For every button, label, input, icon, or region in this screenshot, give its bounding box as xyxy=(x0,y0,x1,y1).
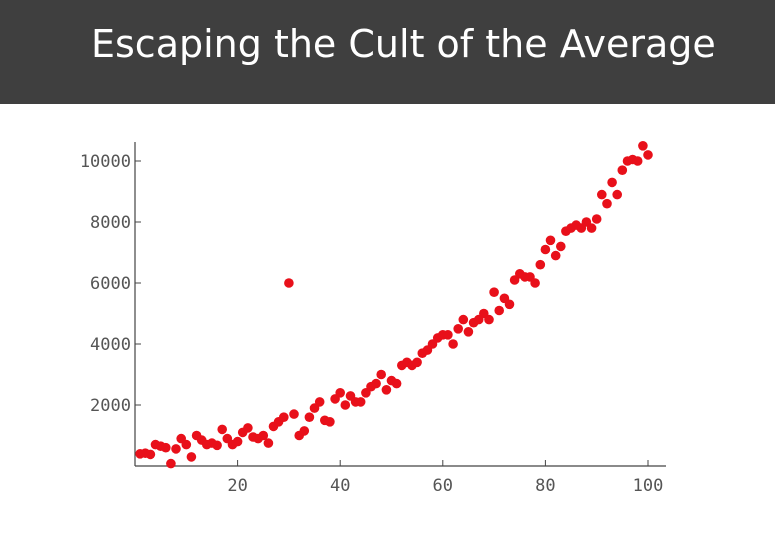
data-point xyxy=(258,430,269,441)
data-point xyxy=(166,458,176,469)
chart-points xyxy=(135,141,653,469)
data-point xyxy=(617,165,628,175)
y-tick-label: 4000 xyxy=(90,335,131,355)
data-point xyxy=(489,287,499,297)
data-point xyxy=(145,449,156,460)
data-point xyxy=(530,278,540,288)
data-point xyxy=(355,397,366,407)
data-point xyxy=(545,235,556,246)
data-point xyxy=(602,198,612,209)
data-point xyxy=(443,330,453,340)
data-point xyxy=(304,412,315,423)
data-point xyxy=(597,189,607,200)
data-point xyxy=(484,314,494,325)
data-point xyxy=(458,314,469,325)
data-point xyxy=(643,150,653,160)
data-point xyxy=(299,426,310,436)
data-point xyxy=(556,241,566,252)
data-point xyxy=(453,324,464,334)
data-point xyxy=(212,440,222,451)
data-point xyxy=(586,223,597,233)
data-point xyxy=(494,305,505,316)
data-point xyxy=(463,327,474,337)
data-point xyxy=(161,442,171,453)
x-tick-label: 40 xyxy=(330,476,350,496)
chart-axes xyxy=(134,142,666,467)
data-point xyxy=(181,439,192,450)
data-point xyxy=(535,259,546,270)
data-point xyxy=(448,339,458,349)
x-tick-label: 20 xyxy=(227,476,247,496)
x-tick-label: 100 xyxy=(633,476,664,496)
data-point xyxy=(335,388,346,398)
y-tick-label: 10000 xyxy=(80,152,131,172)
data-point xyxy=(591,214,602,224)
data-point xyxy=(340,400,351,410)
data-point xyxy=(632,156,643,166)
data-point xyxy=(289,409,299,419)
data-point xyxy=(232,436,243,447)
scatter-chart: 20 40 60 80 100 2000 4000 6000 8000 10000 xyxy=(80,141,666,496)
slide-title: Escaping the Cult of the Average xyxy=(91,22,716,66)
data-point xyxy=(217,424,227,435)
data-point xyxy=(612,189,622,200)
data-point xyxy=(412,357,422,368)
y-tick-label: 8000 xyxy=(90,213,131,233)
data-point xyxy=(550,250,561,261)
data-point xyxy=(371,378,381,389)
data-point xyxy=(243,423,253,433)
data-point xyxy=(171,444,181,454)
data-point xyxy=(263,438,274,448)
data-point xyxy=(381,385,392,395)
y-tick-label: 6000 xyxy=(90,274,131,294)
data-point xyxy=(376,369,387,380)
y-tick-label: 2000 xyxy=(90,396,131,416)
data-point xyxy=(540,244,551,255)
chart-ticks: 20 40 60 80 100 2000 4000 6000 8000 10000 xyxy=(80,152,664,496)
data-point xyxy=(186,452,197,462)
data-point xyxy=(284,278,294,288)
x-tick-label: 80 xyxy=(535,476,555,496)
data-point xyxy=(391,378,402,389)
data-point xyxy=(325,417,335,427)
title-bar: Escaping the Cult of the Average xyxy=(0,0,775,104)
data-point xyxy=(504,299,515,310)
x-tick-label: 60 xyxy=(433,476,453,496)
data-point xyxy=(314,397,325,407)
data-point xyxy=(279,412,289,423)
data-point xyxy=(638,141,648,151)
data-point xyxy=(607,177,617,188)
